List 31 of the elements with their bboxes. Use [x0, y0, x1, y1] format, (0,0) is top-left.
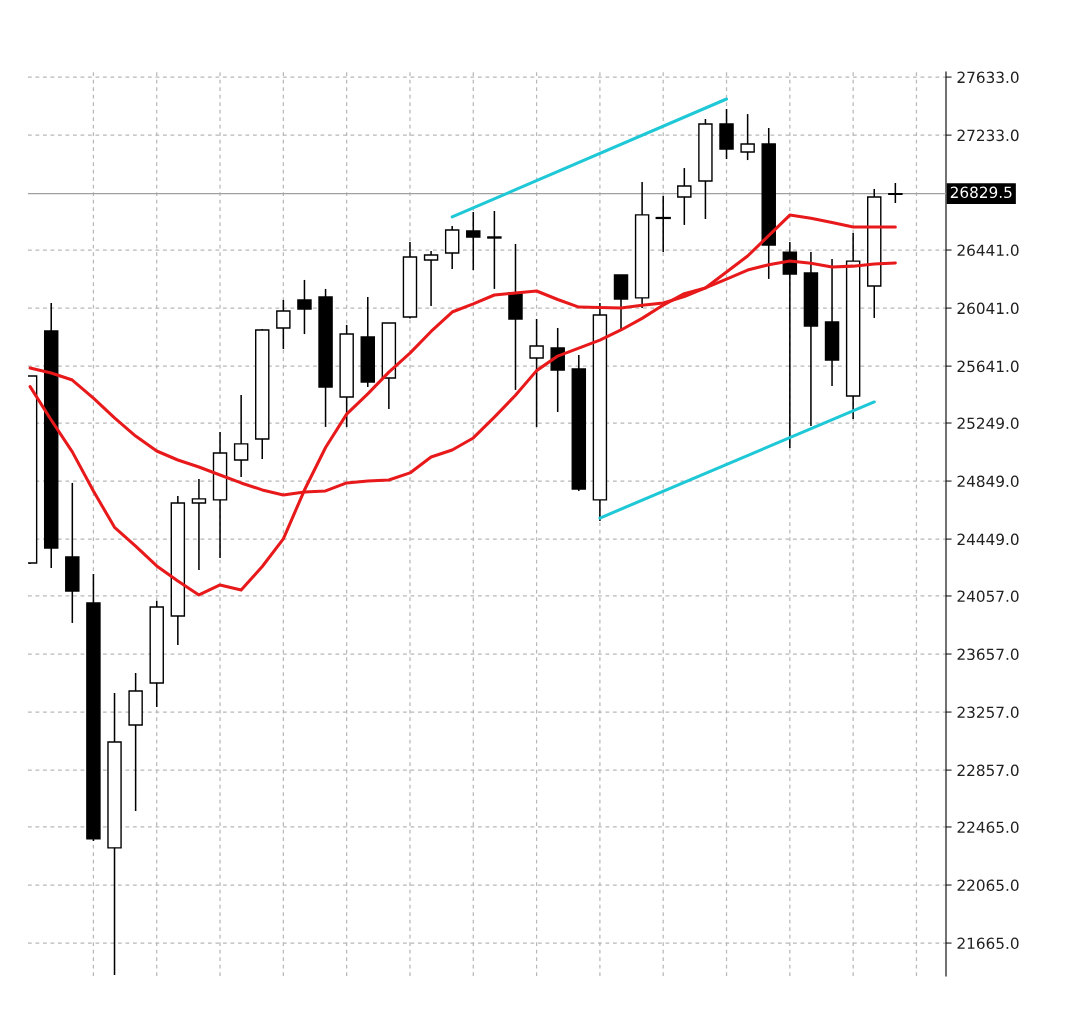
y-tick-label: 27633.0	[957, 71, 1019, 84]
candlestick	[466, 211, 481, 271]
candlestick	[487, 210, 502, 290]
candlestick	[276, 299, 291, 350]
y-tick-label: 24449.0	[957, 533, 1019, 546]
y-tick-label: 24849.0	[957, 475, 1019, 488]
candlestick	[297, 279, 312, 335]
candlestick	[191, 478, 207, 571]
y-tick-label: 24057.0	[957, 590, 1019, 602]
candlestick	[655, 195, 671, 253]
candlestick	[888, 182, 903, 204]
y-tick-label: 27233.0	[957, 129, 1019, 142]
candlestick	[613, 274, 629, 331]
y-tick-label: 25641.0	[957, 360, 1019, 373]
candlestick	[740, 113, 755, 161]
candlestick	[529, 318, 544, 428]
y-tick-label: 23257.0	[957, 706, 1019, 719]
y-tick-label: 26041.0	[957, 302, 1019, 315]
candlestick	[677, 167, 692, 226]
y-tick-label: 25249.0	[957, 417, 1019, 430]
ref-line-label: 26829.5	[950, 186, 1012, 199]
y-tick-label: 22465.0	[957, 821, 1019, 833]
y-tick-label: 22065.0	[957, 879, 1019, 892]
line-series	[28, 213, 897, 597]
candlestick	[423, 250, 439, 307]
candlestick	[233, 394, 249, 478]
candlestick	[444, 225, 460, 270]
y-tick-label: 23657.0	[957, 648, 1019, 661]
y-tick-label: 26441.0	[957, 244, 1019, 257]
y-tick-label: 22857.0	[957, 764, 1019, 777]
y-tick-label: 21665.0	[957, 937, 1019, 950]
